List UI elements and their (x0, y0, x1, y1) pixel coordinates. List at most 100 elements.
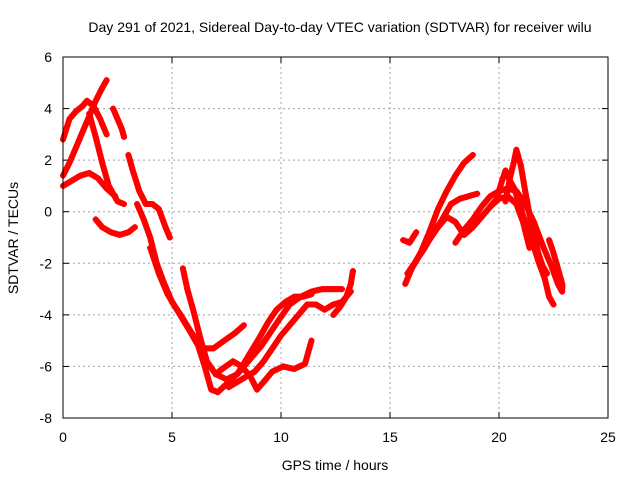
data-point-marker (546, 259, 553, 266)
data-point-marker (160, 218, 167, 225)
data-point-marker (305, 349, 312, 356)
x-tick-label: 25 (600, 429, 616, 445)
data-point-marker (130, 225, 137, 231)
data-point-marker (90, 126, 97, 133)
data-point-marker (559, 286, 566, 293)
series-arc-14 (400, 229, 420, 246)
data-point-marker (86, 110, 93, 117)
data-point-marker (515, 198, 522, 205)
plot-frame (62, 56, 609, 419)
x-tick-label: 20 (491, 429, 507, 445)
data-point-marker (161, 284, 168, 291)
data-point-marker (158, 277, 165, 284)
data-point-marker (142, 222, 149, 229)
data-point-marker (532, 237, 539, 244)
data-point-marker (104, 179, 111, 186)
data-point-marker (130, 170, 137, 177)
data-point-marker (103, 131, 110, 138)
data-point-marker (121, 133, 127, 140)
data-point-marker (524, 225, 531, 231)
data-point-marker (308, 337, 315, 344)
data-point-marker (103, 77, 110, 84)
data-point-marker (197, 335, 204, 342)
y-tick-label: 0 (44, 204, 52, 220)
data-point-marker (154, 205, 161, 212)
data-point-marker (154, 266, 161, 273)
series-arc-11 (212, 337, 315, 393)
data-point-marker (510, 160, 517, 167)
data-point-marker (190, 309, 197, 316)
data-point-marker (180, 268, 187, 275)
data-point-marker (96, 146, 102, 153)
data-point-marker (433, 210, 440, 216)
data-point-marker (91, 130, 98, 137)
data-point-marker (200, 346, 207, 353)
data-point-marker (308, 291, 315, 298)
series-arc-5 (92, 216, 138, 238)
y-axis-label: SDTVAR / TECUs (5, 182, 21, 294)
data-point-marker (99, 159, 106, 166)
data-point-marker (303, 357, 310, 363)
data-point-marker (143, 225, 150, 232)
series-arc-7 (125, 152, 173, 241)
data-point-marker (304, 353, 311, 360)
data-point-marker (150, 253, 157, 260)
data-point-marker (202, 367, 209, 374)
x-tick-label: 5 (168, 429, 176, 445)
data-point-marker (193, 317, 199, 324)
data-point-marker (430, 217, 437, 224)
data-point-marker (145, 228, 151, 235)
data-point-marker (198, 338, 205, 345)
data-point-marker (521, 183, 528, 190)
data-point-marker (541, 245, 548, 252)
data-point-marker (199, 342, 206, 349)
data-point-marker (545, 256, 552, 262)
data-point-marker (549, 265, 556, 272)
data-point-marker (516, 201, 523, 208)
data-point-marker (529, 225, 536, 231)
data-point-marker (236, 368, 243, 375)
y-tick-label: -8 (40, 410, 53, 426)
data-point-marker (196, 330, 203, 337)
data-point-marker (140, 216, 147, 223)
data-point-marker (155, 206, 162, 213)
data-point-marker (206, 378, 213, 385)
series-arc-13 (330, 268, 356, 318)
chart-title: Day 291 of 2021, Sidereal Day-to-day VTE… (88, 19, 591, 35)
data-point-marker (103, 175, 110, 182)
data-point-marker (413, 229, 420, 236)
y-tick-label: 2 (44, 152, 52, 168)
y-tick-label: 6 (44, 49, 52, 65)
data-point-marker (518, 208, 525, 215)
data-point-marker (183, 282, 190, 289)
data-point-marker (469, 152, 476, 158)
data-point-marker (306, 345, 313, 352)
data-point-marker (148, 249, 155, 256)
data-point-marker (147, 234, 154, 241)
data-point-marker (88, 118, 95, 125)
data-point-marker (158, 212, 165, 219)
data-point-marker (155, 270, 162, 277)
data-point-marker (539, 242, 546, 249)
x-tick-label: 10 (273, 429, 289, 445)
y-tick-label: -6 (40, 358, 53, 374)
data-point-marker (94, 142, 101, 149)
series-arc-6 (110, 105, 127, 140)
data-series (60, 77, 566, 396)
data-point-marker (100, 163, 107, 170)
data-point-marker (160, 280, 167, 287)
data-point-marker (349, 268, 356, 274)
data-point-marker (194, 322, 201, 329)
data-point-marker (189, 305, 196, 312)
data-point-marker (92, 133, 99, 140)
data-point-marker (63, 126, 70, 133)
series-arc-3 (60, 170, 119, 200)
data-point-marker (429, 221, 436, 228)
series-arc-20 (502, 146, 550, 277)
series-arc-19 (487, 167, 557, 308)
y-tick-label: -2 (40, 255, 53, 271)
data-point-marker (184, 286, 191, 293)
data-point-marker (432, 213, 439, 220)
data-point-marker (65, 119, 72, 126)
